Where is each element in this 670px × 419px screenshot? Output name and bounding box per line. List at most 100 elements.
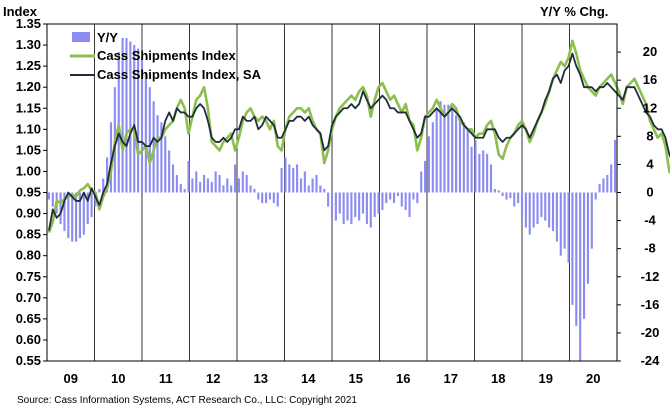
yy-bar	[268, 192, 272, 200]
yy-bar	[392, 192, 396, 204]
yy-bar	[400, 192, 403, 207]
yy-bar	[245, 174, 248, 193]
yy-bar	[210, 181, 213, 193]
right-axis-title: Y/Y % Chg.	[540, 4, 608, 19]
legend-yy-swatch	[72, 32, 90, 42]
yy-bar	[237, 178, 241, 193]
cass-shipments-index-line	[47, 39, 670, 233]
left-tick-label: 0.95	[16, 185, 41, 200]
yy-bar	[389, 192, 392, 200]
yy-bar	[551, 192, 555, 232]
yy-bar	[71, 192, 74, 242]
yy-bar	[559, 192, 562, 256]
yy-bar	[59, 192, 62, 225]
yy-bar	[524, 192, 527, 228]
yy-bar	[327, 192, 330, 207]
left-axis-title: Index	[3, 4, 38, 19]
yy-bar	[137, 48, 140, 193]
yy-bar	[191, 178, 194, 193]
yy-bar	[94, 192, 97, 207]
yy-bar	[408, 192, 411, 218]
left-tick-label: 0.70	[16, 290, 41, 305]
left-tick-label: 1.20	[16, 79, 41, 94]
right-tick-label: -24	[641, 353, 661, 368]
yy-bar	[102, 178, 105, 193]
yy-bar	[458, 118, 462, 193]
yy-bar	[350, 192, 353, 225]
yy-bar	[594, 192, 597, 200]
left-axis-ticks: 1.35 1.30 1.25 1.20 1.15 1.10 1.05 1.00 0.95 0.90…	[16, 16, 47, 368]
yy-bar	[505, 192, 508, 200]
yy-bar	[613, 139, 617, 193]
yy-bar	[303, 171, 306, 193]
right-tick-label: 4	[646, 156, 654, 171]
yy-bar	[106, 157, 109, 193]
yy-bar	[288, 164, 291, 193]
left-tick-label: 1.10	[16, 121, 41, 136]
x-tick-label: 18	[491, 371, 505, 386]
yy-bar	[195, 171, 198, 193]
yy-bar	[311, 178, 314, 193]
yy-bar	[513, 192, 516, 207]
yy-bar	[555, 192, 558, 242]
yy-bar	[160, 122, 163, 193]
yy-bar	[423, 160, 427, 193]
yy-bar	[532, 192, 535, 228]
yy-bar	[171, 164, 175, 193]
yy-bar	[439, 101, 442, 193]
yy-bar	[427, 136, 431, 193]
yy-bar	[276, 192, 279, 207]
yy-bar	[396, 192, 399, 197]
yy-bar	[218, 174, 221, 193]
legend: Y/Y Cass Shipments Index Cass Shipments …	[70, 30, 262, 82]
yy-bar	[342, 192, 345, 225]
yy-bar	[299, 178, 303, 193]
yy-bar	[451, 108, 454, 193]
yy-bar	[563, 192, 566, 249]
left-tick-label: 0.55	[16, 353, 41, 368]
yy-bar	[377, 192, 380, 214]
yy-bar	[548, 192, 551, 228]
yy-bar	[416, 192, 419, 204]
legend-yy-label: Y/Y	[97, 30, 118, 45]
yy-bar	[319, 185, 322, 193]
right-tick-label: 12	[643, 100, 657, 115]
yy-bar	[346, 192, 349, 221]
yy-bar	[51, 192, 54, 207]
yy-bar	[497, 190, 500, 193]
yy-bar	[482, 150, 485, 193]
yy-bar	[129, 41, 132, 193]
right-tick-label: -16	[641, 297, 660, 312]
yy-bar	[501, 192, 504, 197]
yy-bar	[462, 122, 465, 193]
yy-bar	[307, 185, 310, 193]
x-tick-label: 11	[159, 371, 173, 386]
right-tick-label: 20	[643, 44, 657, 59]
yy-bar	[78, 192, 82, 239]
yy-bar	[117, 52, 120, 193]
left-tick-label: 1.25	[16, 58, 41, 73]
yy-bar	[466, 129, 469, 193]
x-tick-label: 19	[539, 371, 553, 386]
yy-bar	[334, 192, 337, 221]
yy-bar	[292, 167, 295, 193]
yy-bar	[272, 192, 275, 204]
yy-bar	[222, 185, 225, 193]
yy-bar	[330, 192, 334, 218]
left-tick-label: 0.80	[16, 248, 41, 263]
yy-bar	[214, 171, 217, 193]
right-tick-label: 16	[643, 72, 657, 87]
yy-bar	[431, 122, 434, 193]
source-note: Source: Cass Information Systems, ACT Re…	[17, 395, 357, 406]
yy-bar	[571, 192, 574, 305]
yy-bar	[179, 184, 182, 193]
yy-bar	[175, 174, 178, 193]
left-tick-label: 0.65	[16, 311, 41, 326]
yy-bar	[284, 157, 287, 193]
yy-bar	[315, 174, 318, 193]
yy-bar	[125, 38, 128, 193]
yy-bar	[199, 181, 202, 193]
x-tick-label: 12	[206, 371, 220, 386]
yy-bar	[590, 192, 593, 249]
yy-bar	[358, 192, 361, 221]
